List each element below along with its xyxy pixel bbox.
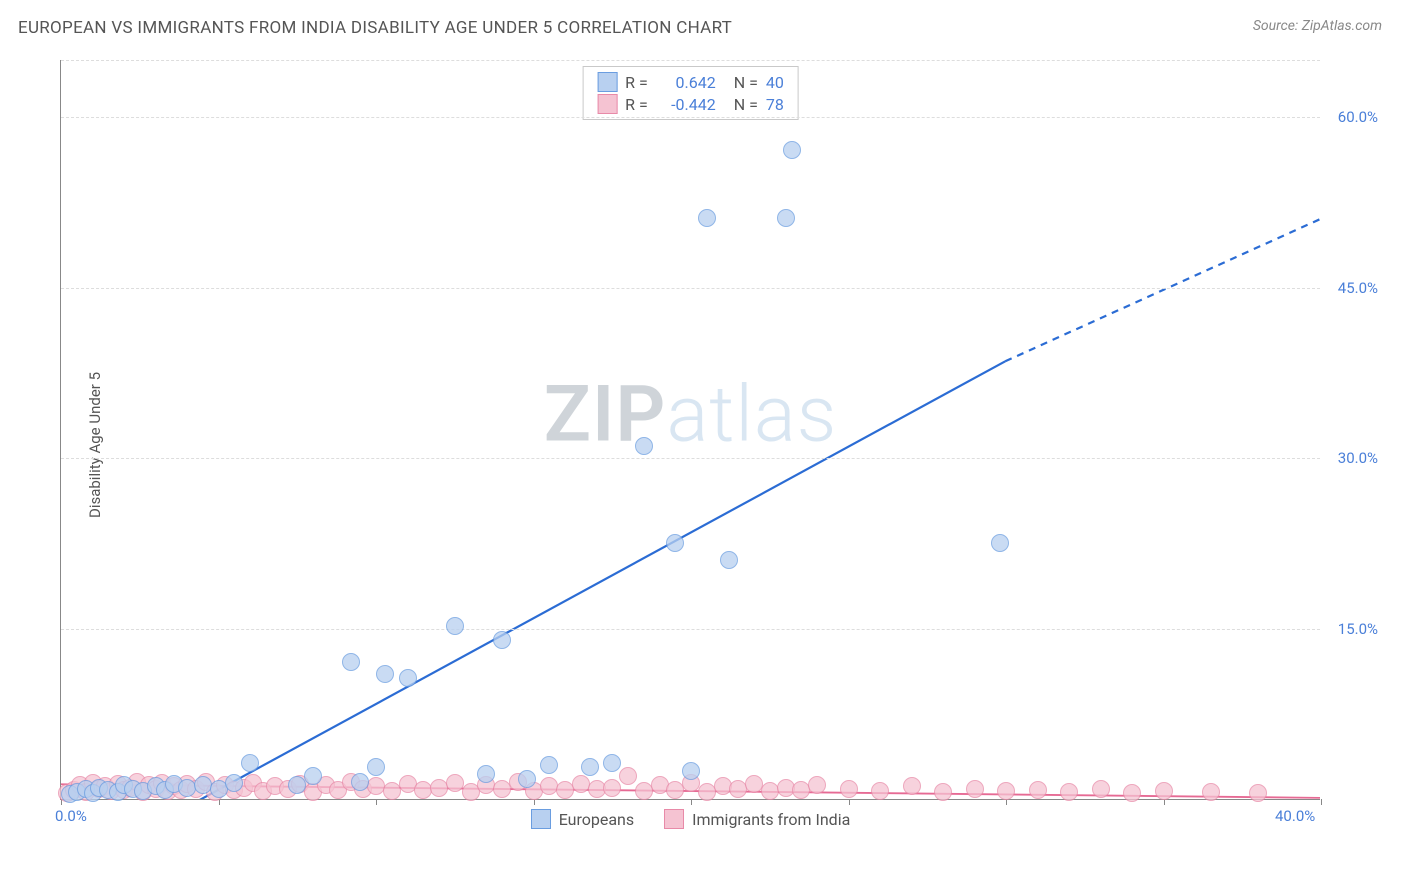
- chart-container: Disability Age Under 5 ZIPatlas R =0.642…: [32, 50, 1382, 840]
- x-tick: [376, 799, 377, 805]
- data-point-europeans: [777, 209, 795, 227]
- legend-label: Immigrants from India: [692, 810, 850, 829]
- gridline: [61, 458, 1320, 459]
- data-point-india: [1249, 784, 1267, 802]
- data-point-europeans: [376, 665, 394, 683]
- data-point-india: [997, 782, 1015, 800]
- data-point-europeans: [698, 209, 716, 227]
- legend-r-value: 0.642: [656, 73, 716, 92]
- x-tick: [691, 799, 692, 805]
- trend-lines: [61, 60, 1320, 799]
- legend-swatch: [597, 72, 617, 92]
- y-tick-label: 30.0%: [1338, 449, 1378, 467]
- legend-r-value: -0.442: [656, 95, 716, 114]
- data-point-europeans: [446, 617, 464, 635]
- data-point-europeans: [682, 762, 700, 780]
- y-tick-label: 45.0%: [1338, 279, 1378, 297]
- data-point-europeans: [603, 754, 621, 772]
- data-point-europeans: [783, 141, 801, 159]
- legend-row: R = 0.642 N = 40: [597, 71, 784, 93]
- y-tick-label: 60.0%: [1338, 108, 1378, 126]
- legend-swatch: [664, 809, 684, 829]
- source-label: Source: ZipAtlas.com: [1253, 18, 1382, 34]
- data-point-europeans: [720, 551, 738, 569]
- correlation-legend: R = 0.642 N = 40 R = -0.442 N = 78: [582, 66, 799, 120]
- data-point-india: [840, 780, 858, 798]
- data-point-europeans: [241, 754, 259, 772]
- legend-r-label: R =: [625, 73, 648, 92]
- data-point-india: [808, 776, 826, 794]
- data-point-europeans: [635, 437, 653, 455]
- data-point-europeans: [666, 534, 684, 552]
- plot-area: ZIPatlas R =0.642N =40R =-0.442N =78 Eur…: [60, 60, 1320, 800]
- legend-n-value: 40: [766, 73, 784, 92]
- chart-title: EUROPEAN VS IMMIGRANTS FROM INDIA DISABI…: [18, 18, 732, 38]
- data-point-india: [871, 782, 889, 800]
- legend-row: R = -0.442 N = 78: [597, 93, 784, 115]
- data-point-india: [1155, 782, 1173, 800]
- data-point-europeans: [477, 765, 495, 783]
- legend-swatch: [531, 809, 551, 829]
- data-point-europeans: [351, 773, 369, 791]
- data-point-europeans: [991, 534, 1009, 552]
- gridline: [61, 288, 1320, 289]
- x-tick: [849, 799, 850, 805]
- legend-r-label: R =: [625, 95, 648, 114]
- data-point-europeans: [225, 774, 243, 792]
- data-point-europeans: [518, 770, 536, 788]
- gridline: [61, 117, 1320, 118]
- data-point-india: [603, 779, 621, 797]
- data-point-india: [903, 777, 921, 795]
- legend-item-india: Immigrants from India: [664, 809, 850, 829]
- data-point-india: [934, 783, 952, 801]
- gridline: [61, 629, 1320, 630]
- gridline: [61, 60, 1320, 61]
- legend-n-label: N =: [734, 73, 758, 92]
- data-point-europeans: [367, 758, 385, 776]
- legend-n-value: 78: [766, 95, 784, 114]
- data-point-india: [1123, 784, 1141, 802]
- legend-label: Europeans: [559, 810, 634, 829]
- data-point-india: [1029, 781, 1047, 799]
- x-tick-label: 40.0%: [1275, 807, 1315, 825]
- series-legend: Europeans Immigrants from India: [61, 809, 1320, 829]
- data-point-india: [1060, 783, 1078, 801]
- data-point-europeans: [493, 631, 511, 649]
- data-point-europeans: [581, 758, 599, 776]
- x-tick: [1321, 799, 1322, 805]
- data-point-india: [619, 767, 637, 785]
- data-point-europeans: [540, 756, 558, 774]
- legend-item-europeans: Europeans: [531, 809, 634, 829]
- legend-swatch: [597, 94, 617, 114]
- data-point-india: [1202, 783, 1220, 801]
- data-point-europeans: [304, 767, 322, 785]
- legend-n-label: N =: [734, 95, 758, 114]
- watermark: ZIPatlas: [544, 369, 837, 460]
- data-point-europeans: [399, 669, 417, 687]
- x-tick-label: 0.0%: [55, 807, 87, 825]
- data-point-india: [1092, 780, 1110, 798]
- data-point-europeans: [342, 653, 360, 671]
- data-point-india: [966, 780, 984, 798]
- y-tick-label: 15.0%: [1338, 620, 1378, 638]
